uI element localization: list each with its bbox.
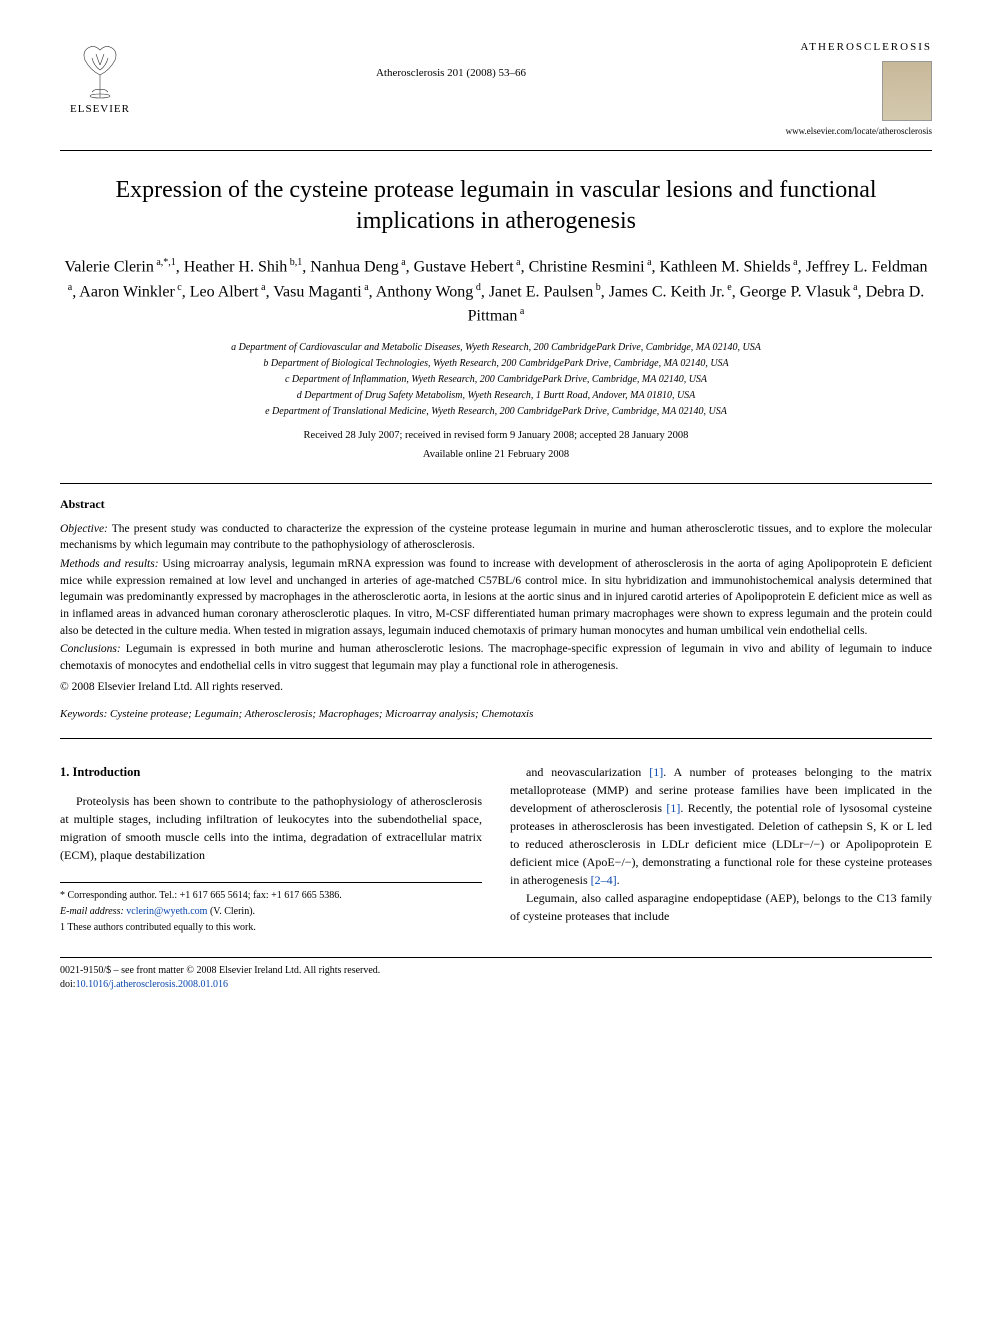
- affiliation-c: c Department of Inflammation, Wyeth Rese…: [60, 372, 932, 387]
- affiliation-d: d Department of Drug Safety Metabolism, …: [60, 388, 932, 403]
- intro-paragraph-2: and neovascularization [1]. A number of …: [510, 763, 932, 889]
- introduction-heading: 1. Introduction: [60, 763, 482, 782]
- abstract-objective: Objective: The present study was conduct…: [60, 521, 932, 554]
- email-suffix: (V. Clerin).: [210, 906, 255, 917]
- publisher-logo: ELSEVIER: [60, 40, 140, 130]
- keywords-text: Cysteine protease; Legumain; Atheroscler…: [110, 708, 533, 720]
- doi-line: doi:10.1016/j.atherosclerosis.2008.01.01…: [60, 978, 932, 992]
- publisher-name: ELSEVIER: [70, 102, 130, 117]
- doi-link[interactable]: 10.1016/j.atherosclerosis.2008.01.016: [76, 979, 228, 990]
- keywords: Keywords: Cysteine protease; Legumain; A…: [60, 707, 932, 722]
- equal-contribution-note: 1 These authors contributed equally to t…: [60, 921, 482, 935]
- header-rule: [60, 150, 932, 151]
- header-row: ELSEVIER Atherosclerosis 201 (2008) 53–6…: [60, 40, 932, 138]
- affiliation-b: b Department of Biological Technologies,…: [60, 356, 932, 371]
- body-columns: 1. Introduction Proteolysis has been sho…: [60, 763, 932, 937]
- journal-url[interactable]: www.elsevier.com/locate/atherosclerosis: [762, 125, 932, 138]
- available-online: Available online 21 February 2008: [60, 448, 932, 463]
- column-left: 1. Introduction Proteolysis has been sho…: [60, 763, 482, 937]
- journal-brand-title: ATHEROSCLEROSIS: [762, 40, 932, 55]
- bottom-rule: [60, 957, 932, 958]
- article-title: Expression of the cysteine protease legu…: [60, 175, 932, 237]
- corresponding-email[interactable]: vclerin@wyeth.com: [126, 906, 207, 917]
- abstract-heading: Abstract: [60, 496, 932, 513]
- methods-label: Methods and results:: [60, 558, 159, 570]
- article-dates: Received 28 July 2007; received in revis…: [60, 429, 932, 444]
- column-right: and neovascularization [1]. A number of …: [510, 763, 932, 937]
- authors-list: Valerie Clerin a,*,1, Heather H. Shih b,…: [60, 255, 932, 328]
- intro-paragraph-3: Legumain, also called asparagine endopep…: [510, 889, 932, 925]
- journal-brand-block: ATHEROSCLEROSIS www.elsevier.com/locate/…: [762, 40, 932, 138]
- abstract-conclusions: Conclusions: Legumain is expressed in bo…: [60, 641, 932, 674]
- footnotes: * Corresponding author. Tel.: +1 617 665…: [60, 882, 482, 935]
- objective-label: Objective:: [60, 523, 108, 535]
- email-line: E-mail address: vclerin@wyeth.com (V. Cl…: [60, 905, 482, 919]
- doi-label: doi:: [60, 979, 76, 990]
- doi-block: 0021-9150/$ – see front matter © 2008 El…: [60, 964, 932, 992]
- keywords-label: Keywords:: [60, 708, 107, 720]
- conclusions-text: Legumain is expressed in both murine and…: [60, 643, 932, 672]
- citation-link[interactable]: [2–4]: [591, 873, 617, 887]
- methods-text: Using microarray analysis, legumain mRNA…: [60, 558, 932, 637]
- email-label: E-mail address:: [60, 906, 124, 917]
- citation-link[interactable]: [1]: [649, 765, 663, 779]
- corresponding-author-note: * Corresponding author. Tel.: +1 617 665…: [60, 889, 482, 903]
- front-matter-line: 0021-9150/$ – see front matter © 2008 El…: [60, 964, 932, 978]
- abstract-top-rule: [60, 483, 932, 484]
- objective-text: The present study was conducted to chara…: [60, 523, 932, 552]
- abstract-copyright: © 2008 Elsevier Ireland Ltd. All rights …: [60, 679, 932, 695]
- affiliations: a Department of Cardiovascular and Metab…: [60, 340, 932, 419]
- citation-link[interactable]: [1]: [666, 801, 680, 815]
- abstract-methods: Methods and results: Using microarray an…: [60, 556, 932, 639]
- elsevier-tree-icon: [70, 40, 130, 100]
- intro-paragraph-1: Proteolysis has been shown to contribute…: [60, 792, 482, 864]
- affiliation-e: e Department of Translational Medicine, …: [60, 404, 932, 419]
- journal-reference: Atherosclerosis 201 (2008) 53–66: [140, 40, 762, 81]
- conclusions-label: Conclusions:: [60, 643, 121, 655]
- abstract-bottom-rule: [60, 738, 932, 739]
- journal-cover-thumbnail: [882, 61, 932, 121]
- affiliation-a: a Department of Cardiovascular and Metab…: [60, 340, 932, 355]
